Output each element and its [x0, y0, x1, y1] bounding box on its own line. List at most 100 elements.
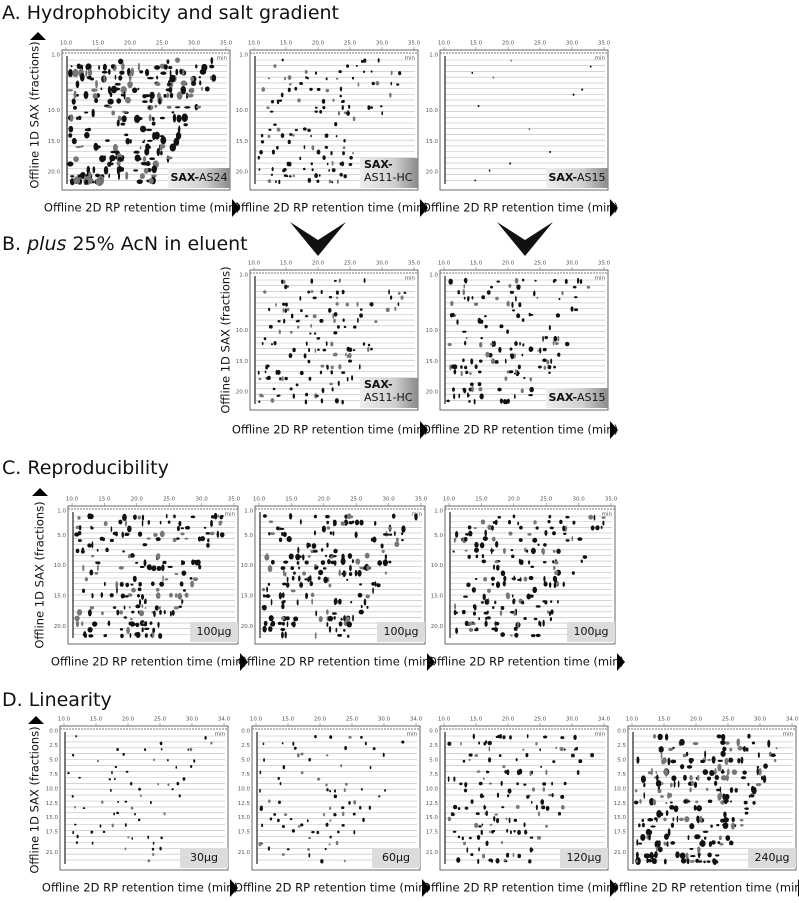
peak-spot [134, 812, 136, 816]
peak-spot [523, 783, 527, 786]
panel-tag-bg [546, 168, 608, 188]
peak-spot [466, 582, 471, 588]
peak-spot [299, 82, 303, 86]
peak-spot [150, 634, 153, 637]
peak-spot [537, 349, 540, 352]
peak-spot [515, 757, 518, 762]
peak-spot [128, 73, 132, 82]
peak-spot [359, 308, 363, 311]
peak-spot [259, 150, 263, 154]
peak-spot [311, 598, 314, 605]
peak-spot [310, 134, 312, 138]
peak-spot [355, 558, 361, 565]
peak-spot [299, 518, 302, 525]
peak-spot [326, 162, 329, 166]
peak-spot [705, 787, 709, 792]
peak-spot [474, 547, 479, 553]
x-axis-label: Offline 2D RP retention time (min) [610, 881, 799, 895]
peak-spot [151, 174, 157, 178]
peak-spot [119, 70, 125, 75]
peak-spot [149, 98, 153, 103]
peak-spot [280, 566, 286, 571]
x-tick-label: 35.0 [220, 41, 233, 47]
peak-spot [130, 67, 135, 77]
peak-spot [447, 776, 450, 782]
peak-spot [463, 788, 468, 793]
peak-spot [488, 858, 493, 862]
peak-spot [689, 774, 693, 781]
peak-spot [259, 788, 261, 793]
peak-spot [143, 167, 149, 174]
peak-spot [550, 609, 554, 615]
peak-spot [725, 741, 730, 745]
peak-spot [270, 532, 275, 536]
peak-spot [286, 621, 289, 628]
peak-spot [268, 324, 273, 329]
peak-spot [124, 800, 128, 803]
peak-spot [326, 788, 329, 792]
peak-spot [283, 167, 287, 172]
peak-spot [706, 860, 711, 863]
axis-arrow [610, 879, 618, 897]
peak-spot [93, 142, 99, 151]
peak-spot [276, 127, 281, 132]
peak-spot [156, 553, 161, 560]
peak-spot [334, 398, 339, 404]
peak-spot [352, 614, 354, 622]
peak-spot [308, 575, 312, 582]
peak-spot [285, 616, 290, 621]
peak-spot [531, 787, 536, 792]
peak-spot [492, 606, 495, 609]
chromatogram-panel: 10.0 15.0 20.0 25.0 30.0 35.01.05.010.015.020… [51, 497, 248, 671]
peak-spot [528, 394, 533, 397]
peak-spot [491, 525, 494, 531]
peak-spot [287, 285, 289, 288]
peak-spot [529, 770, 532, 777]
peak-spot [486, 616, 491, 620]
peak-spot [494, 621, 500, 626]
peak-spot [270, 598, 273, 606]
peak-spot [100, 87, 103, 91]
peak-spot [684, 816, 690, 823]
peak-spot [206, 542, 210, 548]
peak-spot [195, 105, 202, 109]
peak-spot [293, 571, 296, 575]
peak-spot [294, 128, 298, 132]
peak-spot [304, 578, 309, 581]
peak-spot [682, 753, 687, 758]
y-tick-label: 20.0 [241, 624, 254, 630]
peak-spot [278, 99, 283, 102]
peak-spot [717, 763, 722, 772]
peak-spot [324, 133, 329, 138]
x-tick-label: 30.0 [376, 261, 389, 267]
x-tick-label: 30.0 [572, 497, 585, 503]
peak-spot [495, 858, 500, 864]
panel-tag-bg [168, 168, 230, 188]
y-tick-label: 2.5 [49, 743, 58, 749]
peak-spot [546, 336, 549, 339]
x-tick-label: 30.0 [378, 717, 391, 723]
peak-spot [389, 92, 392, 98]
peak-spot [688, 757, 694, 763]
peak-spot [140, 794, 142, 798]
peak-spot [745, 747, 749, 752]
peak-spot [76, 609, 83, 616]
peak-spot [693, 781, 698, 788]
peak-spot [360, 60, 364, 63]
peak-spot [333, 794, 337, 799]
peak-spot [511, 554, 515, 559]
peak-spot [638, 823, 641, 828]
peak-spot [529, 836, 534, 839]
chromatogram-panel: 10.0 15.0 20.0 25.0 30.0 34.00.02.55.07.510.0… [422, 717, 618, 897]
peak-spot [112, 531, 118, 536]
peak-spot [111, 771, 113, 775]
peak-spot [327, 615, 334, 622]
peak-spot [346, 513, 352, 520]
peak-spot [517, 829, 521, 835]
peak-spot [565, 539, 570, 542]
x-tick-label: 20.0 [690, 717, 703, 723]
peak-spot [149, 91, 155, 100]
peak-spot [640, 833, 646, 841]
peak-spot [174, 573, 179, 576]
peak-spot [464, 340, 467, 346]
